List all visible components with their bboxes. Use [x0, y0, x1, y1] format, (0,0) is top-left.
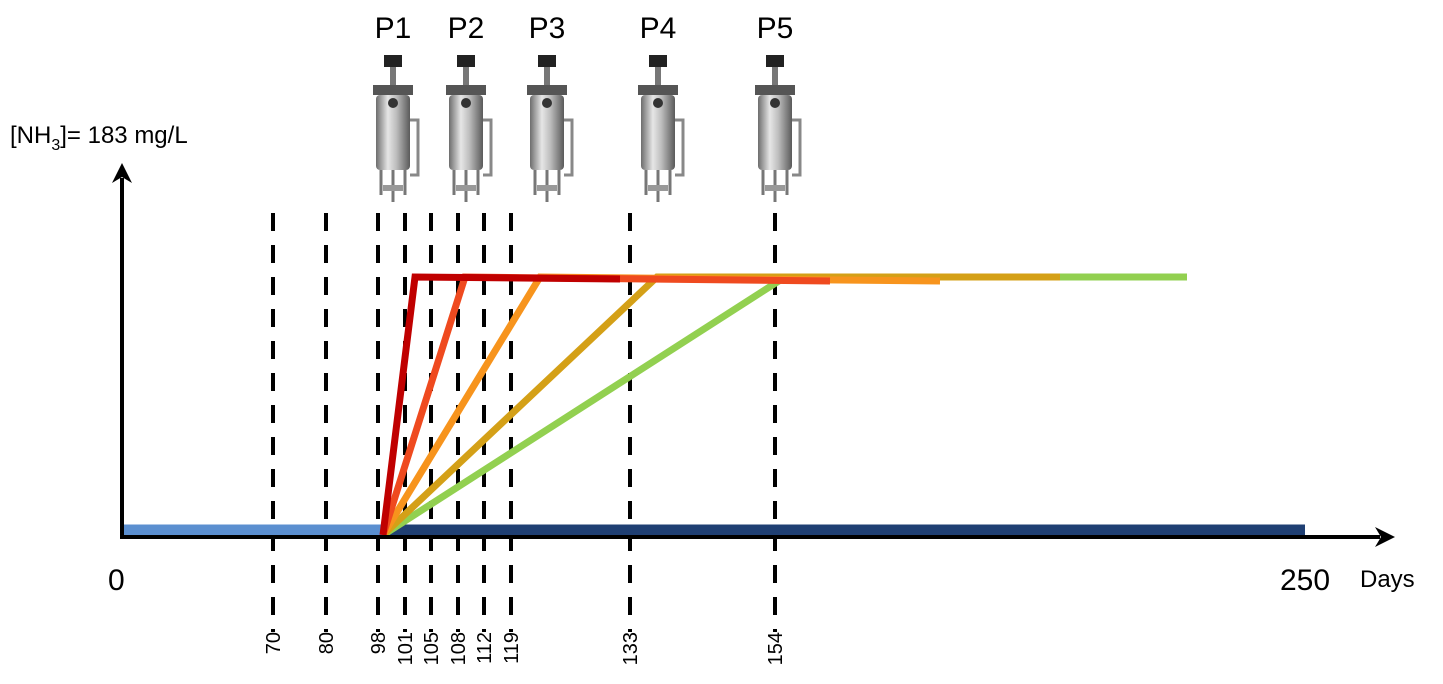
icon-part [384, 55, 402, 67]
marker-label: 108 [448, 632, 470, 665]
reactor-icon [373, 55, 418, 202]
marker-label: 70 [263, 632, 285, 654]
icon-part [772, 67, 778, 87]
reactor-label: P3 [529, 12, 566, 45]
icon-part [456, 185, 476, 191]
icon-part [792, 120, 800, 175]
marker-label: 119 [501, 632, 523, 664]
marker-label: 112 [474, 632, 496, 664]
icon-part [446, 85, 486, 95]
icon-part [390, 67, 396, 87]
icon-part [538, 55, 556, 67]
icon-part [655, 67, 661, 87]
marker-label: 98 [368, 632, 390, 654]
ramp-p3 [383, 277, 940, 535]
icon-part [765, 185, 785, 191]
icon-part [373, 85, 413, 95]
icon-part [544, 67, 550, 87]
label-subscript: 3 [51, 137, 60, 154]
x-unit-label: Days [1360, 566, 1415, 593]
ramp-p5 [383, 277, 1187, 535]
icon-part [537, 185, 557, 191]
icon-part [649, 55, 667, 67]
concentration-lines [120, 277, 1305, 535]
icon-part [766, 55, 784, 67]
icon-part [542, 98, 552, 108]
icon-part [675, 120, 683, 175]
reactor-label: P1 [375, 12, 412, 45]
reactor-icon [755, 55, 800, 202]
icon-part [483, 120, 491, 175]
icon-part [463, 67, 469, 87]
ramp-p2 [383, 277, 830, 535]
icon-part [527, 85, 567, 95]
marker-label: 101 [395, 632, 417, 665]
marker-label: 80 [316, 632, 338, 654]
reactor-label: P4 [640, 12, 677, 45]
reactor-icon [638, 55, 683, 202]
y-axis-label: [NH3]= 183 mg/L [10, 122, 188, 154]
reactor-label: P5 [757, 12, 794, 45]
icon-part [653, 98, 663, 108]
icon-part [410, 120, 418, 175]
marker-label: 133 [620, 632, 642, 665]
icon-part [755, 85, 795, 95]
icon-part [770, 98, 780, 108]
reactor-icon [527, 55, 572, 202]
icon-part [648, 185, 668, 191]
reactor-icon [446, 55, 491, 202]
icon-part [564, 120, 572, 175]
diagram: [NH3]= 183 mg/L 0 250 Days 7080981011051… [0, 0, 1443, 684]
icon-part [461, 98, 471, 108]
label-part: ]= 183 mg/L [60, 122, 187, 149]
marker-label: 105 [421, 632, 443, 665]
label-part: [NH [10, 122, 51, 149]
icon-part [388, 98, 398, 108]
icon-part [383, 185, 403, 191]
x-start-label: 0 [108, 564, 125, 597]
icon-part [638, 85, 678, 95]
reactor-label: P2 [448, 12, 485, 45]
icon-part [457, 55, 475, 67]
marker-label: 154 [765, 632, 787, 665]
x-end-label: 250 [1280, 564, 1330, 597]
